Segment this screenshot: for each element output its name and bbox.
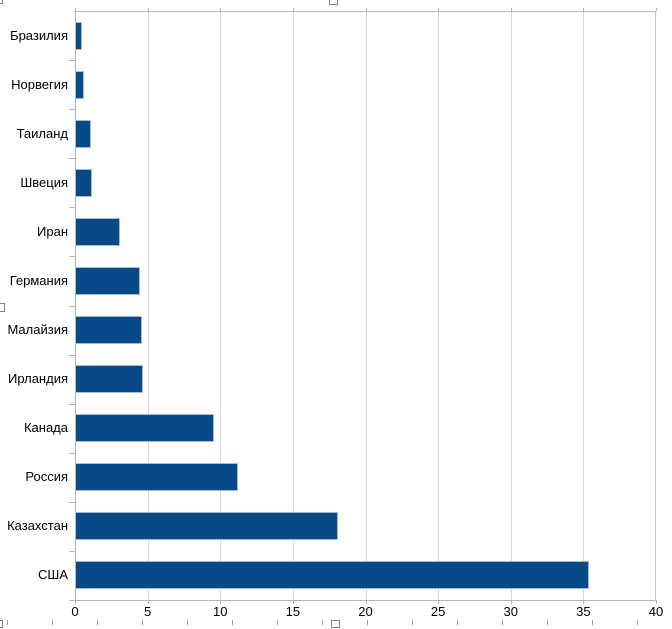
value-axis-tick-label: 0 — [71, 604, 79, 619]
tick-mark-bottom — [220, 600, 222, 604]
category-axis-label: Таиланд — [16, 126, 68, 141]
value-axis-line — [69, 600, 657, 601]
data-bar[interactable] — [75, 120, 91, 148]
value-axis-tick-label: 15 — [285, 604, 301, 619]
gridline — [292, 12, 294, 600]
category-axis-line — [75, 11, 76, 600]
tick-mark-top — [365, 8, 367, 11]
data-bar[interactable] — [75, 316, 142, 344]
tick-mark-bottom — [75, 600, 76, 604]
value-axis-tick-label: 35 — [576, 604, 591, 619]
tick-mark-top — [656, 8, 657, 11]
category-axis-label: США — [38, 567, 68, 582]
data-bar[interactable] — [75, 169, 92, 197]
category-axis-label: Ирландия — [7, 371, 68, 386]
tick-mark-top — [75, 8, 76, 11]
category-axis-label: Россия — [25, 469, 68, 484]
category-axis-label: Швеция — [20, 175, 68, 190]
tick-mark-top — [292, 8, 294, 11]
category-axis-label: Иран — [37, 224, 68, 239]
category-boundary-tick — [69, 109, 75, 110]
value-axis-tick-label: 10 — [213, 604, 228, 619]
gridline — [583, 12, 585, 600]
selection-handle-top-center-icon[interactable] — [329, 0, 338, 5]
category-axis-label: Германия — [9, 273, 68, 288]
tick-mark-bottom — [656, 600, 657, 604]
tick-mark-bottom — [583, 600, 585, 604]
category-boundary-tick — [69, 502, 75, 503]
gridline — [220, 12, 222, 600]
value-axis-tick-label: 30 — [503, 604, 518, 619]
value-axis-tick-label: 25 — [430, 604, 446, 619]
category-boundary-tick — [69, 158, 75, 159]
data-bar[interactable] — [75, 512, 338, 540]
category-boundary-tick — [69, 207, 75, 208]
gridline — [438, 12, 440, 600]
gridline — [510, 12, 512, 600]
plot-area — [75, 11, 656, 600]
tick-mark-top — [438, 8, 440, 11]
category-boundary-tick — [69, 306, 75, 307]
data-bar[interactable] — [75, 218, 120, 246]
data-bar[interactable] — [75, 365, 143, 393]
value-axis-tick-label: 20 — [358, 604, 373, 619]
category-axis-label: Бразилия — [10, 28, 68, 43]
category-boundary-tick — [69, 60, 75, 61]
gridline — [365, 12, 367, 600]
selection-dashed-border-bottom — [7, 620, 667, 625]
category-boundary-tick — [69, 355, 75, 356]
data-bar[interactable] — [75, 71, 84, 99]
selection-handle-bottom-left-icon[interactable] — [0, 620, 3, 628]
data-bar[interactable] — [75, 22, 82, 50]
category-axis-label: Казахстан — [7, 518, 68, 533]
data-bar[interactable] — [75, 561, 589, 589]
category-boundary-tick — [69, 256, 75, 257]
tick-mark-bottom — [292, 600, 294, 604]
data-bar[interactable] — [75, 414, 214, 442]
selection-handle-top-left-icon[interactable] — [0, 0, 3, 4]
category-boundary-tick — [69, 551, 75, 552]
tick-mark-top — [147, 8, 149, 11]
category-boundary-tick — [69, 404, 75, 405]
tick-mark-bottom — [510, 600, 512, 604]
tick-mark-top — [583, 8, 585, 11]
gridline — [147, 12, 149, 600]
data-bar[interactable] — [75, 267, 140, 295]
category-boundary-tick — [69, 453, 75, 454]
tick-mark-bottom — [365, 600, 367, 604]
tick-mark-bottom — [147, 600, 149, 604]
category-axis-label: Малайзия — [7, 322, 68, 337]
selection-handle-left-middle-icon[interactable] — [0, 303, 5, 312]
category-axis-label: Канада — [23, 420, 68, 435]
tick-mark-top — [510, 8, 512, 11]
value-axis-tick-label: 40 — [648, 604, 664, 619]
data-bar[interactable] — [75, 463, 238, 491]
tick-mark-top — [220, 8, 222, 11]
tick-mark-bottom — [438, 600, 440, 604]
category-axis-label: Норвегия — [11, 77, 68, 92]
value-axis-tick-label: 5 — [144, 604, 152, 619]
